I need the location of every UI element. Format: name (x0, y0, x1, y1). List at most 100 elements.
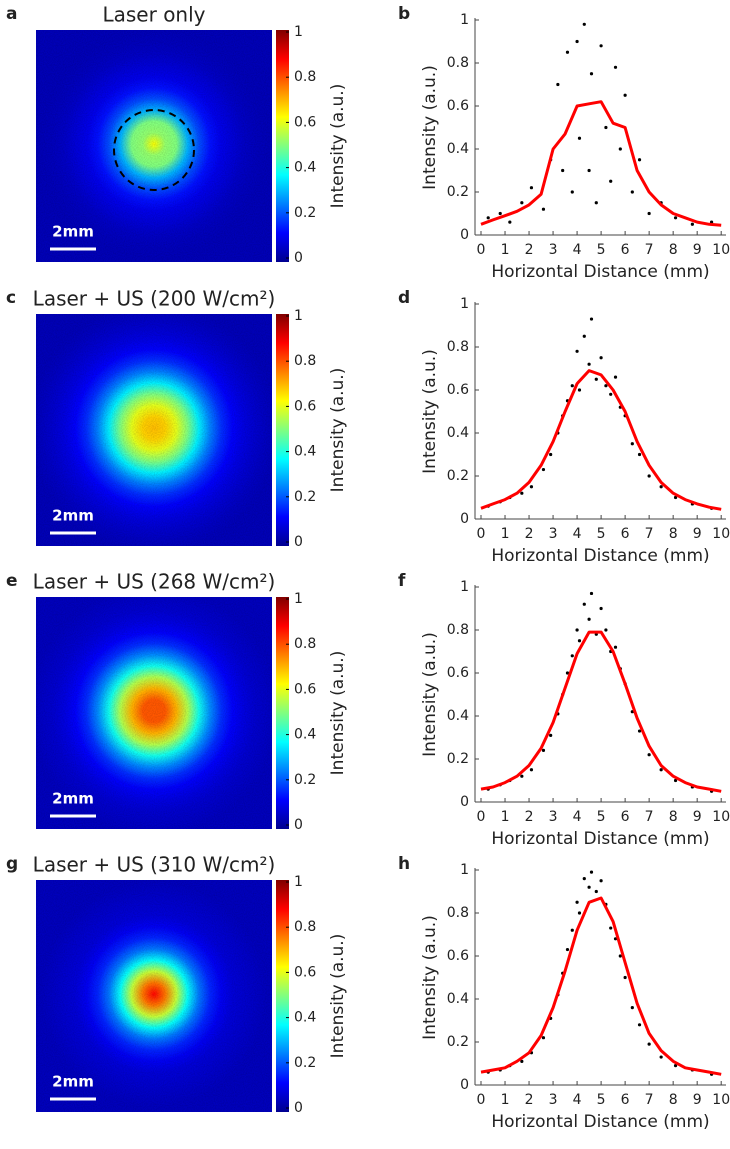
x-axis-label: Horizontal Distance (mm) (491, 829, 709, 849)
x-tick-label: 0 (477, 242, 486, 258)
x-tick-label: 7 (645, 242, 654, 258)
y-tick-label: 1 (460, 579, 469, 595)
data-point (613, 65, 618, 69)
data-point (529, 768, 534, 772)
colorbar-tick-label: 0.2 (294, 205, 316, 221)
data-point (587, 885, 591, 889)
colorbar-tick-label: 0.4 (294, 727, 316, 743)
data-point (541, 207, 546, 211)
x-tick-label: 10 (712, 809, 730, 825)
x-tick-label: 9 (693, 526, 702, 542)
colorbar-tick-label: 0.2 (294, 772, 316, 788)
data-point (618, 954, 622, 958)
colorbar-tick-label: 0 (294, 1100, 303, 1116)
x-tick-label: 5 (597, 242, 606, 258)
colorbar-tick-label: 0.8 (294, 919, 316, 935)
colorbar-tick-label: 1 (294, 874, 303, 890)
data-point (541, 467, 546, 472)
colorbar-tick-label: 1 (294, 308, 303, 324)
x-tick-label: 5 (597, 809, 606, 825)
data-point (549, 733, 553, 737)
data-point (604, 384, 608, 388)
speckle (36, 30, 272, 262)
data-point (659, 768, 663, 772)
x-tick-label: 6 (621, 526, 630, 542)
colorbar-tick-label: 0.4 (294, 444, 316, 460)
panel-title: Laser + US (310 W/cm²) (33, 853, 276, 877)
data-point (577, 911, 582, 915)
data-point (589, 870, 594, 874)
x-tick-label: 2 (525, 809, 534, 825)
data-point (561, 168, 565, 173)
data-point (630, 442, 634, 446)
colorbar-tick-label: 0.4 (294, 1010, 316, 1026)
colorbar-tick-label: 0.8 (294, 353, 316, 369)
data-point (582, 877, 586, 881)
x-tick-label: 6 (621, 242, 630, 258)
data-point (647, 211, 651, 216)
data-point (575, 349, 579, 353)
y-tick-label: 0.4 (447, 708, 469, 724)
data-point (582, 334, 586, 338)
colorbar-tick-label: 1 (294, 24, 303, 40)
data-point (486, 216, 490, 220)
data-point (613, 375, 618, 379)
x-tick-label: 3 (549, 242, 558, 258)
x-tick-label: 1 (501, 809, 510, 825)
scale-bar-label: 2mm (52, 1073, 94, 1091)
panel-label: g (6, 854, 18, 874)
x-tick-label: 7 (645, 1092, 654, 1108)
colorbar-tick-label: 0.6 (294, 398, 316, 414)
data-point (609, 179, 613, 183)
data-point (594, 201, 598, 205)
data-point (565, 947, 570, 952)
x-tick-label: 1 (501, 242, 510, 258)
y-tick-label: 0.2 (447, 751, 469, 767)
y-tick-label: 1 (460, 862, 469, 878)
data-point (623, 975, 627, 980)
data-point (577, 136, 582, 140)
y-axis-label: Intensity (a.u.) (420, 915, 440, 1040)
colorbar-label: Intensity (a.u.) (328, 651, 348, 776)
data-point (587, 362, 591, 366)
data-point (589, 72, 594, 76)
data-point (570, 190, 574, 194)
data-point (520, 201, 524, 205)
data-point (570, 384, 574, 388)
data-point (609, 392, 613, 396)
panel-label: b (398, 4, 410, 24)
x-tick-label: 4 (573, 526, 582, 542)
fit-curve (480, 896, 722, 1076)
panel-title: Laser only (102, 3, 205, 27)
data-point (673, 778, 678, 783)
data-point (575, 628, 579, 632)
panel-title: Laser + US (200 W/cm²) (33, 287, 276, 311)
data-point (529, 485, 534, 489)
fit-curve (480, 100, 722, 227)
data-point (498, 211, 502, 216)
colorbar-tick-label: 0 (294, 817, 303, 833)
x-tick-label: 6 (621, 809, 630, 825)
data-point (594, 377, 598, 381)
panel-label: c (6, 288, 16, 308)
data-point (520, 1059, 524, 1063)
data-point (575, 39, 579, 44)
x-tick-label: 0 (477, 1092, 486, 1108)
fit-curve (480, 630, 722, 793)
data-point (659, 1055, 663, 1059)
y-tick-label: 0.4 (447, 991, 469, 1007)
scale-bar-label: 2mm (52, 507, 94, 525)
data-point (582, 22, 586, 26)
x-axis-label: Horizontal Distance (mm) (491, 546, 709, 566)
data-point (565, 671, 570, 675)
data-point (529, 186, 534, 190)
data-point (599, 44, 603, 48)
x-tick-label: 0 (477, 526, 486, 542)
colorbar-tick-label: 0 (294, 534, 303, 550)
data-point (630, 1006, 634, 1010)
data-point (609, 926, 613, 930)
fit-curve (480, 369, 722, 511)
x-tick-label: 8 (669, 1092, 678, 1108)
x-tick-label: 0 (477, 809, 486, 825)
x-tick-label: 8 (669, 242, 678, 258)
